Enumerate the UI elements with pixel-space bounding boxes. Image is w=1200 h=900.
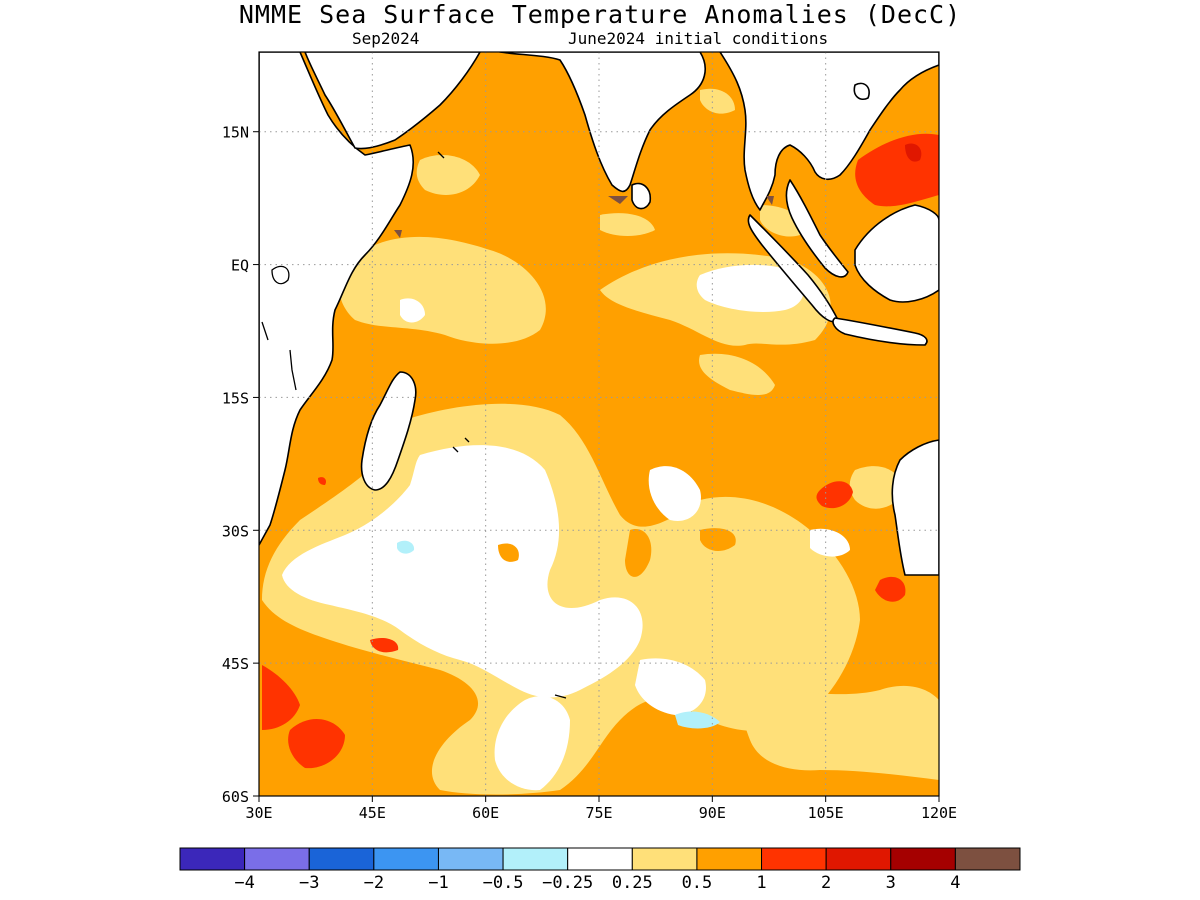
- anomaly-band-2-3: [905, 143, 922, 162]
- lon-tick-label: 60E: [472, 804, 499, 822]
- colorbar-swatch: [437, 847, 504, 871]
- colorbar-swatch: [825, 847, 892, 871]
- lon-tick-label: 105E: [808, 804, 844, 822]
- chart-title: NMME Sea Surface Temperature Anomalies (…: [238, 0, 962, 29]
- lat-tick-label: 15N: [222, 124, 249, 142]
- longitude-axis: 30E 45E 60E 75E 90E 105E 120E: [245, 796, 957, 822]
- colorbar-label: 0.5: [682, 873, 713, 893]
- colorbar-label: 4: [950, 873, 960, 893]
- colorbar-legend: −4 −3 −2 −1 −0.5 −0.25 0.25 0.5 1 2 3 4: [179, 847, 1021, 893]
- colorbar-swatch: [631, 847, 698, 871]
- lat-tick-label: 60S: [222, 788, 249, 806]
- lon-tick-label: 30E: [245, 804, 272, 822]
- colorbar-label: −0.5: [483, 873, 524, 893]
- colorbar-label: −4: [234, 873, 254, 893]
- forecast-month: Sep2024: [352, 29, 420, 48]
- lon-tick-label: 45E: [359, 804, 386, 822]
- colorbar-label: −0.25: [542, 873, 593, 893]
- colorbar-label: −2: [364, 873, 384, 893]
- colorbar-swatch: [761, 847, 827, 871]
- colorbar-swatch: [954, 847, 1021, 871]
- colorbar-swatch: [567, 847, 633, 871]
- colorbar-label: 0.25: [612, 873, 653, 893]
- lat-tick-label: 30S: [222, 522, 249, 540]
- anomaly-band-0.5-1-patches: [498, 408, 746, 577]
- small-land-features: [261, 151, 567, 699]
- lat-tick-label: 15S: [222, 389, 249, 407]
- colorbar-swatch: [890, 847, 956, 871]
- colorbar-swatch: [308, 847, 375, 871]
- colorbar-label: 1: [756, 873, 766, 893]
- latitude-axis: 15N EQ 15S 30S 45S 60S: [222, 124, 259, 806]
- anomaly-band-neg-0.25: [397, 540, 720, 729]
- colorbar-label: 2: [821, 873, 831, 893]
- land-masses: [259, 52, 939, 576]
- colorbar-swatch: [502, 847, 569, 871]
- colorbar-label: −3: [299, 873, 319, 893]
- anomaly-band-near-zero: [282, 264, 850, 791]
- lon-tick-label: 90E: [699, 804, 726, 822]
- colorbar-swatch: [696, 847, 763, 871]
- initial-conditions-label: June2024 initial conditions: [568, 29, 829, 48]
- lon-tick-label: 120E: [921, 804, 957, 822]
- lat-tick-label: EQ: [231, 257, 249, 275]
- colorbar-swatch: [244, 847, 310, 871]
- lat-tick-label: 45S: [222, 655, 249, 673]
- colorbar-label: −1: [428, 873, 448, 893]
- colorbar-label: 3: [886, 873, 896, 893]
- colorbar-swatch: [373, 847, 439, 871]
- colorbar-swatch: [179, 847, 246, 871]
- lon-tick-label: 75E: [585, 804, 612, 822]
- anomaly-band-above-4: [394, 196, 774, 238]
- map-plot-area: [259, 52, 939, 796]
- map-grid: [259, 52, 939, 796]
